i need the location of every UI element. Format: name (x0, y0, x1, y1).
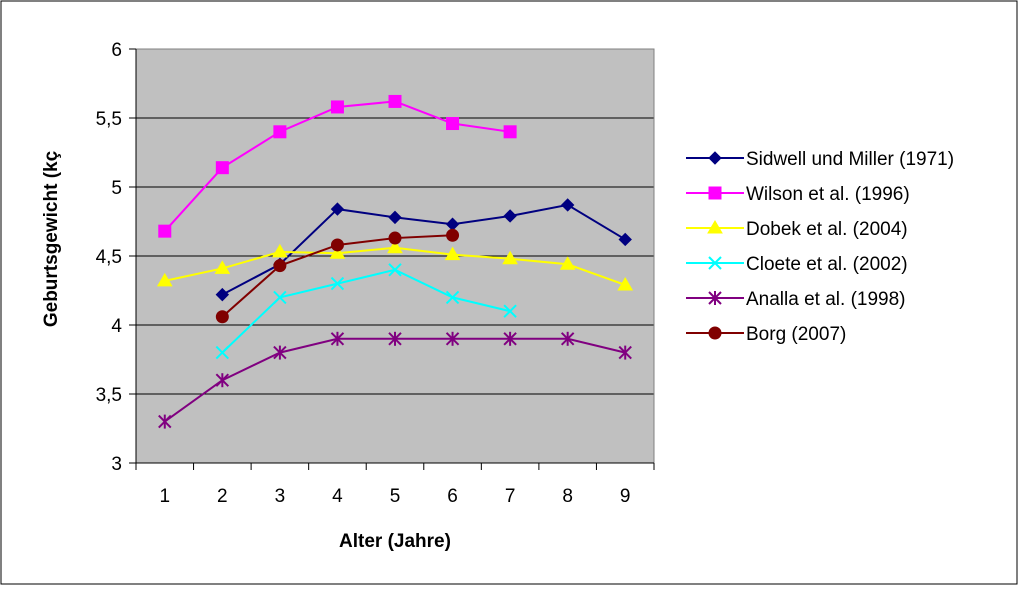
data-point (445, 331, 460, 346)
marker-stroke (708, 256, 722, 270)
series-5 (158, 331, 632, 429)
legend-marker (708, 256, 722, 270)
data-point (617, 276, 634, 291)
series-4 (215, 263, 517, 360)
y-tick-label: 5,5 (96, 109, 122, 130)
x-tick-label: 7 (505, 486, 516, 507)
legend-item: Sidwell und Miller (1971) (686, 149, 954, 170)
data-point (273, 345, 287, 360)
data-point (388, 331, 402, 346)
data-point (158, 414, 172, 429)
legend-label: Borg (2007) (746, 324, 846, 345)
data-point (215, 310, 229, 324)
data-point (158, 224, 172, 238)
legend-label: Analla et al. (1998) (746, 289, 906, 310)
x-tick-label: 6 (447, 486, 458, 507)
legend-item: Dobek et al. (2004) (686, 219, 908, 240)
legend-item: Cloete et al. (2002) (686, 254, 908, 275)
legend-item: Analla et al. (1998) (686, 289, 906, 310)
data-point (388, 210, 402, 225)
x-tick-label: 9 (620, 486, 631, 507)
data-point (273, 259, 287, 273)
legend-marker (708, 291, 722, 305)
data-point (330, 276, 345, 291)
legend-marker (708, 326, 722, 340)
x-tick-label: 5 (390, 486, 401, 507)
data-point (215, 161, 229, 175)
data-point (502, 250, 518, 265)
data-point (214, 260, 231, 274)
x-axis-title: Alter (Jahre) (339, 531, 451, 552)
x-tick-label: 2 (217, 486, 228, 507)
data-point (446, 117, 460, 131)
legend-item: Borg (2007) (686, 324, 846, 345)
data-point (330, 100, 344, 114)
marker-stroke (273, 290, 287, 305)
marker-stroke (445, 290, 460, 305)
data-point (273, 125, 287, 139)
y-tick-label: 4 (111, 316, 122, 337)
y-axis-title: Geburtsgewicht (kç (41, 150, 62, 327)
data-point (388, 231, 402, 245)
legend-label: Dobek et al. (2004) (746, 219, 908, 240)
x-tick-label: 4 (332, 486, 343, 507)
data-point (618, 345, 632, 360)
data-point (503, 125, 517, 139)
legend-marker (708, 186, 722, 200)
data-point (618, 232, 632, 247)
data-point (560, 198, 575, 212)
series-6 (215, 228, 460, 324)
data-point (503, 331, 517, 346)
legend-marker (708, 151, 722, 165)
data-point (330, 202, 345, 216)
series-line (221, 203, 626, 296)
data-point (445, 290, 460, 305)
data-point (446, 228, 460, 242)
data-point (560, 331, 575, 346)
marker-stroke (330, 276, 345, 291)
data-point (330, 331, 345, 346)
data-point (156, 272, 173, 287)
series-2 (158, 94, 517, 238)
legend: Sidwell und Miller (1971) Wilson et al. (… (686, 149, 954, 345)
marker-stroke (388, 263, 402, 277)
series-3 (156, 239, 634, 291)
y-tick-label: 4,5 (96, 247, 122, 268)
data-point (503, 209, 517, 223)
data-point (273, 290, 287, 305)
y-tick-label: 5 (111, 178, 122, 199)
marker-stroke (215, 345, 230, 360)
data-point (330, 238, 344, 252)
series-line (221, 268, 511, 354)
y-tick-label: 3 (111, 454, 122, 475)
y-tick-label: 6 (111, 40, 122, 61)
legend-label: Cloete et al. (2002) (746, 254, 908, 275)
legend-label: Sidwell und Miller (1971) (746, 149, 954, 170)
legend-marker (707, 220, 723, 234)
data-point (329, 245, 346, 259)
data-point (215, 287, 230, 302)
data-point (444, 246, 461, 261)
data-point (559, 256, 576, 270)
series-layer (156, 94, 634, 429)
axes: 3 3,5 4 4,5 5 5,5 6 1 2 3 4 5 6 7 8 9 (96, 40, 655, 507)
data-point (388, 94, 402, 108)
data-point (387, 239, 403, 254)
x-tick-label: 8 (562, 486, 573, 507)
data-point (272, 243, 288, 258)
legend-item: Wilson et al. (1996) (686, 184, 910, 205)
legend-label: Wilson et al. (1996) (746, 184, 910, 205)
x-tick-label: 3 (275, 486, 286, 507)
data-point (388, 263, 402, 277)
data-point (215, 373, 230, 388)
y-tick-label: 3,5 (96, 385, 122, 406)
marker-stroke (503, 304, 517, 318)
data-point (503, 304, 517, 318)
x-tick-label: 1 (159, 486, 170, 507)
data-point (215, 345, 230, 360)
